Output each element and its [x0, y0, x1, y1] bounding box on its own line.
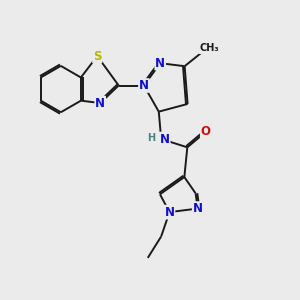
Text: CH₃: CH₃	[200, 44, 219, 53]
Text: N: N	[164, 206, 175, 219]
Text: N: N	[155, 57, 165, 70]
Text: N: N	[193, 202, 203, 215]
Text: N: N	[139, 79, 149, 92]
Text: O: O	[201, 125, 211, 138]
Text: S: S	[93, 50, 101, 63]
Text: H: H	[148, 133, 156, 142]
Text: N: N	[160, 133, 170, 146]
Text: N: N	[95, 97, 105, 110]
